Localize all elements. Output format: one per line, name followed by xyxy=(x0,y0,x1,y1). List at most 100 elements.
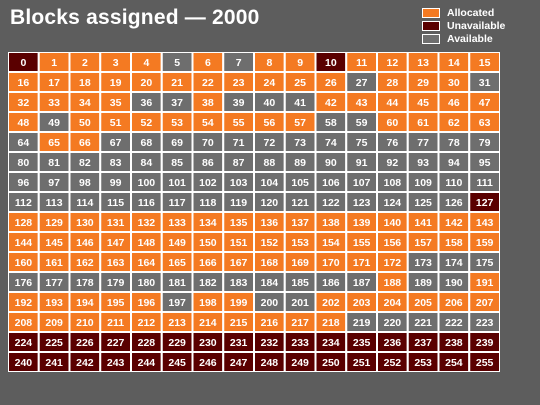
block-cell-37: 37 xyxy=(160,91,194,113)
block-cell-173: 173 xyxy=(406,251,440,273)
block-label-96: 96 xyxy=(18,177,30,189)
block-cell-208: 208 xyxy=(8,311,40,333)
block-label-192: 192 xyxy=(15,297,33,309)
block-cell-46: 46 xyxy=(437,91,471,113)
block-cell-110: 110 xyxy=(437,171,471,193)
block-label-206: 206 xyxy=(445,297,463,309)
block-cell-146: 146 xyxy=(68,231,102,253)
block-label-16: 16 xyxy=(18,77,30,89)
block-label-254: 254 xyxy=(445,357,463,369)
block-label-61: 61 xyxy=(417,117,429,129)
block-label-94: 94 xyxy=(448,157,460,169)
legend-swatch-available xyxy=(422,33,440,44)
block-cell-175: 175 xyxy=(468,251,500,273)
block-label-62: 62 xyxy=(448,117,460,129)
block-label-102: 102 xyxy=(199,177,217,189)
block-cell-1: 1 xyxy=(37,52,71,73)
block-cell-228: 228 xyxy=(130,331,163,353)
block-cell-97: 97 xyxy=(37,171,71,193)
block-label-197: 197 xyxy=(168,297,186,309)
block-label-173: 173 xyxy=(414,257,432,269)
block-cell-38: 38 xyxy=(191,91,225,113)
block-label-39: 39 xyxy=(233,97,245,109)
block-cell-234: 234 xyxy=(314,331,348,353)
block-label-77: 77 xyxy=(417,137,429,149)
block-cell-216: 216 xyxy=(253,311,286,333)
block-label-50: 50 xyxy=(79,117,91,129)
block-label-119: 119 xyxy=(230,197,247,209)
block-label-17: 17 xyxy=(48,77,60,89)
block-label-79: 79 xyxy=(479,137,491,149)
block-label-218: 218 xyxy=(322,317,340,329)
block-label-91: 91 xyxy=(356,157,368,169)
block-cell-220: 220 xyxy=(376,311,409,333)
block-cell-115: 115 xyxy=(99,191,132,213)
block-cell-27: 27 xyxy=(345,71,378,93)
block-label-53: 53 xyxy=(171,117,183,129)
block-label-238: 238 xyxy=(445,337,463,349)
block-label-183: 183 xyxy=(230,277,248,289)
block-cell-127: 127 xyxy=(468,191,500,213)
block-cell-111: 111 xyxy=(468,171,500,193)
block-cell-207: 207 xyxy=(468,291,500,313)
block-cell-171: 171 xyxy=(345,251,378,273)
block-cell-233: 233 xyxy=(283,331,317,353)
block-cell-87: 87 xyxy=(222,151,255,173)
block-cell-246: 246 xyxy=(191,351,225,372)
block-cell-90: 90 xyxy=(314,151,348,173)
block-cell-248: 248 xyxy=(253,351,286,372)
block-cell-241: 241 xyxy=(37,351,71,372)
block-label-122: 122 xyxy=(322,197,340,209)
block-label-230: 230 xyxy=(199,337,217,349)
block-label-109: 109 xyxy=(414,177,432,189)
block-label-204: 204 xyxy=(384,297,402,309)
block-cell-222: 222 xyxy=(437,311,471,333)
block-cell-166: 166 xyxy=(191,251,225,273)
block-label-125: 125 xyxy=(414,197,432,209)
block-label-154: 154 xyxy=(322,237,340,249)
block-label-70: 70 xyxy=(202,137,214,149)
block-cell-118: 118 xyxy=(191,191,225,213)
block-label-140: 140 xyxy=(384,217,402,229)
block-cell-9: 9 xyxy=(283,52,317,73)
block-label-228: 228 xyxy=(138,337,156,349)
block-label-105: 105 xyxy=(291,177,309,189)
block-label-161: 161 xyxy=(45,257,63,269)
block-cell-211: 211 xyxy=(99,311,132,333)
block-cell-254: 254 xyxy=(437,351,471,372)
block-label-51: 51 xyxy=(110,117,122,129)
block-cell-123: 123 xyxy=(345,191,378,213)
block-cell-244: 244 xyxy=(130,351,163,372)
block-cell-168: 168 xyxy=(253,251,286,273)
block-label-214: 214 xyxy=(199,317,217,329)
block-cell-136: 136 xyxy=(253,211,286,233)
block-cell-144: 144 xyxy=(8,231,40,253)
block-cell-213: 213 xyxy=(160,311,194,333)
block-cell-212: 212 xyxy=(130,311,163,333)
block-cell-202: 202 xyxy=(314,291,348,313)
block-label-56: 56 xyxy=(264,117,276,129)
legend-item-unavailable: Unavailable xyxy=(422,19,505,32)
block-label-10: 10 xyxy=(325,57,337,69)
block-label-84: 84 xyxy=(141,157,153,169)
block-label-108: 108 xyxy=(384,177,402,189)
block-label-107: 107 xyxy=(353,177,371,189)
block-label-58: 58 xyxy=(325,117,337,129)
block-cell-72: 72 xyxy=(253,131,286,153)
block-cell-195: 195 xyxy=(99,291,132,313)
legend-item-allocated: Allocated xyxy=(422,6,505,19)
block-label-226: 226 xyxy=(76,337,94,349)
block-label-103: 103 xyxy=(230,177,248,189)
legend: Allocated Unavailable Available xyxy=(422,6,505,45)
block-cell-55: 55 xyxy=(222,111,255,133)
block-label-182: 182 xyxy=(199,277,217,289)
block-label-188: 188 xyxy=(384,277,402,289)
block-label-135: 135 xyxy=(230,217,248,229)
block-label-248: 248 xyxy=(261,357,279,369)
block-cell-42: 42 xyxy=(314,91,348,113)
block-label-155: 155 xyxy=(353,237,371,249)
block-cell-172: 172 xyxy=(376,251,409,273)
block-label-241: 241 xyxy=(45,357,63,369)
block-label-43: 43 xyxy=(356,97,368,109)
block-cell-119: 119 xyxy=(222,191,255,213)
